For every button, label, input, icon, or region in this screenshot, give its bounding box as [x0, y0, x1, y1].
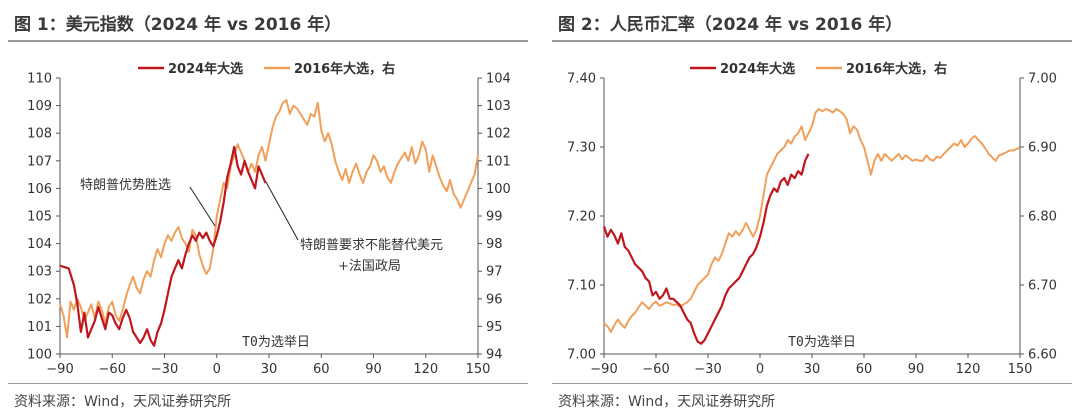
- x-tick-label: 0: [213, 362, 221, 377]
- source-note: 资料来源：Wind，天风证券研究所: [14, 394, 232, 410]
- legend-label-2016: 2016年大选，右: [294, 61, 395, 77]
- x-tick-label: 90: [365, 362, 382, 377]
- x-tick-label: 150: [1008, 362, 1033, 377]
- left-y-tick-label: 101: [27, 320, 52, 335]
- legend-label-2016: 2016年大选，右: [846, 61, 947, 77]
- legend-label-2024: 2024年大选: [720, 61, 795, 77]
- annotation-dollar: 特朗普要求不能替代美元: [300, 238, 443, 253]
- x-tick-label: 90: [908, 362, 925, 377]
- x-tick-label: −60: [99, 362, 126, 377]
- annotation-t0: T0为选举日: [788, 335, 856, 350]
- source-divider: [552, 383, 1072, 384]
- annotation-arrow: [265, 181, 299, 241]
- right-y-tick-label: 104: [486, 72, 511, 87]
- left-y-tick-label: 105: [27, 210, 52, 225]
- x-tick-label: 150: [466, 362, 491, 377]
- left-y-tick-label: 7.20: [567, 210, 596, 225]
- left-y-tick-label: 7.00: [567, 348, 596, 363]
- right-y-tick-label: 103: [486, 99, 511, 114]
- series-2016-line: [59, 99, 479, 339]
- left-y-tick-label: 103: [27, 265, 52, 280]
- right-y-tick-label: 99: [486, 210, 503, 225]
- title-divider: [552, 40, 1072, 42]
- annotation-t0: T0为选举日: [242, 335, 310, 350]
- x-tick-label: −90: [46, 362, 73, 377]
- annotation-france: +法国政局: [338, 259, 401, 274]
- left-y-tick-label: 104: [27, 237, 52, 252]
- rmb-chart-panel: 图 2：人民币汇率（2024 年 vs 2016 年） −90 −60 −30 0 30…: [552, 0, 1077, 420]
- left-y-tick-label: 109: [27, 99, 52, 114]
- chart-1-title: 图 1：美元指数（2024 年 vs 2016 年）: [14, 15, 342, 35]
- x-tick-label: −60: [642, 362, 669, 377]
- x-tick-label: 120: [956, 362, 981, 377]
- x-tick-label: 60: [313, 362, 330, 377]
- x-tick-label: 120: [413, 362, 438, 377]
- x-tick-label: 30: [261, 362, 278, 377]
- x-tick-label: 60: [856, 362, 873, 377]
- right-y-tick-label: 102: [486, 127, 511, 142]
- left-y-tick-label: 107: [27, 154, 52, 169]
- left-y-tick-label: 7.30: [567, 141, 596, 156]
- x-tick-label: −30: [694, 362, 721, 377]
- right-y-tick-label: 101: [486, 154, 511, 169]
- left-y-tick-label: 102: [27, 292, 52, 307]
- left-y-tick-label: 7.10: [567, 279, 596, 294]
- series-2016-line: [603, 108, 1021, 333]
- right-y-tick-label: 6.80: [1028, 210, 1057, 225]
- left-y-tick-label: 100: [27, 348, 52, 363]
- chart-2-title: 图 2：人民币汇率（2024 年 vs 2016 年）: [558, 15, 903, 35]
- x-tick-label: −90: [590, 362, 617, 377]
- right-y-tick-label: 6.90: [1028, 141, 1057, 156]
- left-y-tick-label: 106: [27, 182, 52, 197]
- right-y-tick-label: 97: [486, 265, 503, 280]
- left-y-tick-label: 108: [27, 127, 52, 142]
- right-y-tick-label: 7.00: [1028, 72, 1057, 87]
- series-2024-line: [602, 153, 810, 345]
- source-divider: [8, 383, 528, 384]
- right-y-tick-label: 100: [486, 182, 511, 197]
- dxy-line-chart: −90 −60 −30 0 30 60 90 120 150 110 109 108 107 106 105…: [27, 61, 511, 377]
- rmb-line-chart: −90 −60 −30 0 30 60 90 120 150 7.40 7.30 7.20 7.10 7.…: [567, 61, 1057, 377]
- left-y-tick-label: 7.40: [567, 72, 596, 87]
- title-divider: [8, 40, 528, 42]
- right-y-tick-label: 6.60: [1028, 348, 1057, 363]
- right-y-tick-label: 98: [486, 237, 503, 252]
- annotation-election-win: 特朗普优势胜选: [80, 177, 171, 193]
- left-y-tick-label: 110: [27, 72, 52, 87]
- x-tick-label: 0: [756, 362, 764, 377]
- annotation-arrow: [189, 186, 216, 227]
- right-y-tick-label: 6.70: [1028, 279, 1057, 294]
- x-tick-label: −30: [151, 362, 178, 377]
- right-y-tick-label: 96: [486, 292, 503, 307]
- right-y-tick-label: 94: [486, 348, 503, 363]
- legend-label-2024: 2024年大选: [168, 61, 243, 77]
- right-y-tick-label: 95: [486, 320, 503, 335]
- source-note: 资料来源：Wind，天风证券研究所: [558, 394, 776, 410]
- dxy-chart-panel: 图 1：美元指数（2024 年 vs 2016 年） −90 −60 −30 0 30 6…: [8, 0, 533, 420]
- series-2024-line: [59, 145, 267, 347]
- x-tick-label: 30: [804, 362, 821, 377]
